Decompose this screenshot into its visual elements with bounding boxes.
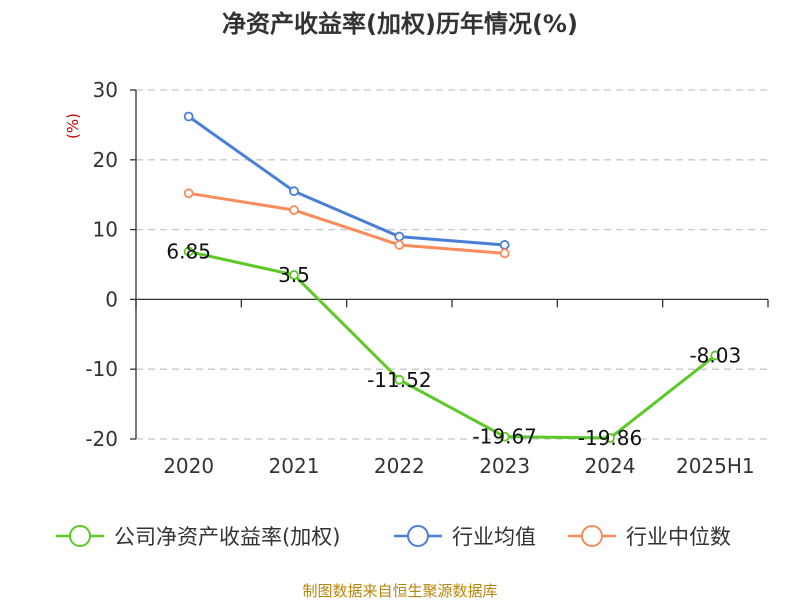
legend-marker [69,525,91,547]
data-labels: 6.85 3.5 -11.52 -19.67 -19.86 -8.03 [166,240,741,450]
data-point [289,205,299,215]
data-point [605,433,615,443]
data-point [183,188,194,199]
x-tick-label: 2022 [374,454,425,478]
data-point [183,111,194,122]
legend-item: 行业中位数 [568,525,731,549]
data-point [394,374,405,385]
data-label: -8.03 [689,343,741,367]
data-point [394,240,405,250]
legend-item: 公司净资产收益率(加权) [56,525,340,549]
y-axis-unit: (%) [64,113,82,139]
data-label: -19.67 [472,425,536,449]
y-tick-label: 30 [93,78,118,102]
data-point [289,270,299,280]
y-tick-label: 10 [93,218,118,242]
y-tick-label: 20 [93,148,118,172]
grid [136,89,768,440]
data-point [499,248,510,259]
legend-label: 公司净资产收益率(加权) [114,525,340,549]
data-point [289,186,299,197]
legend-item: 行业均值 [394,525,536,549]
y-tick-label: -10 [85,357,118,381]
series-line [187,115,505,247]
series [183,111,721,443]
data-label: 6.85 [166,240,211,264]
data-label: -19.86 [578,426,642,450]
data-label: 3.5 [278,263,310,287]
legend: 公司净资产收益率(加权) 行业均值 行业中位数 [56,525,731,549]
data-label: -11.52 [367,368,431,392]
series-line [188,191,505,255]
x-tick-label: 2024 [585,454,636,478]
y-tick-label: -20 [85,427,118,451]
legend-label: 行业均值 [452,525,536,549]
series-line [188,250,717,440]
data-point [710,350,721,361]
data-point [394,231,405,242]
data-point [499,240,510,250]
legend-marker [581,525,603,547]
x-tick-label: 2020 [163,454,214,478]
x-tick-label: 2025H1 [676,454,755,478]
data-point [499,431,510,442]
data-point [183,246,194,257]
x-tick-label: 2023 [479,454,530,478]
x-tick-label: 2021 [269,454,320,478]
axes: 30 20 10 0 -10 -20 2020 2021 2022 2023 2024 2025H1 [85,78,769,478]
legend-marker [407,525,429,547]
chart-title: 净资产收益率(加权)历年情况(%) [222,10,578,38]
y-tick-label: 0 [105,287,118,311]
source-note: 制图数据来自恒生聚源数据库 [302,582,497,600]
legend-label: 行业中位数 [626,525,731,549]
